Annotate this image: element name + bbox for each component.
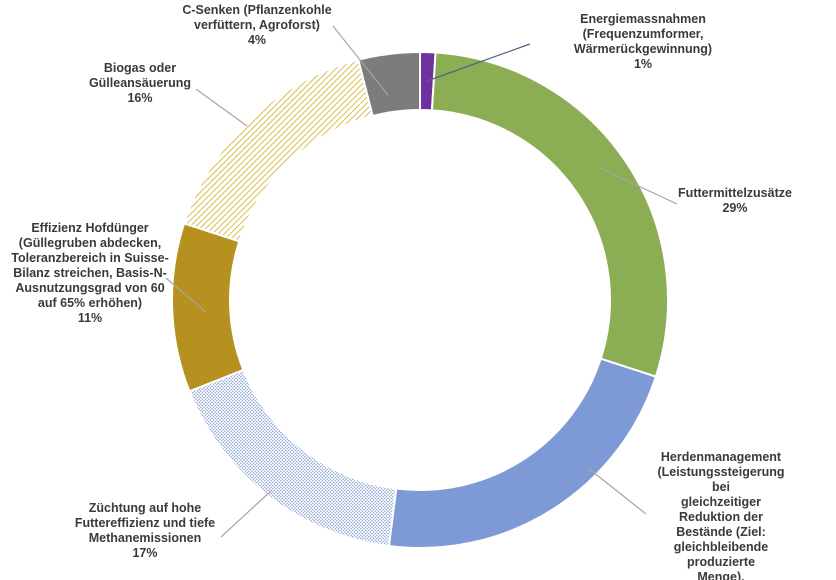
donut-ring <box>171 50 669 549</box>
label-effizienz-hofduenger: Effizienz Hofdünger (Güllegruben abdecke… <box>11 221 169 325</box>
label-energiemassnahmen: Energiemassnahmen (Frequenzumformer, Wär… <box>573 12 713 71</box>
donut-segment-biogas <box>182 58 374 243</box>
leader-energiemassnahmen <box>426 43 531 82</box>
leader-biogas <box>195 88 248 127</box>
label-herdenmanagement: Herdenmanagement (Leistungssteigerung be… <box>657 450 785 580</box>
donut-segment-effizienz-hofduenger <box>171 222 245 393</box>
label-futtermittelzusaetze: Futtermittelzusätze 29% <box>678 186 792 215</box>
label-biogas: Biogas oder Gülleansäuerung 16% <box>88 61 192 105</box>
leader-zuechtung <box>220 489 273 538</box>
leader-futtermittelzusaetze <box>599 167 678 205</box>
donut-segment-herdenmanagement <box>387 357 658 549</box>
donut-segment-zuechtung <box>188 368 398 548</box>
donut-segment-futtermittelzusaetze <box>430 51 669 378</box>
leader-c-senken <box>332 25 389 96</box>
label-zuechtung: Züchtung auf hohe Futtereffizienz und ti… <box>74 501 216 560</box>
leader-effizienz-hofduenger <box>165 277 207 313</box>
leader-herdenmanagement <box>587 467 647 515</box>
label-c-senken: C-Senken (Pflanzenkohle verfüttern, Agro… <box>182 3 332 47</box>
donut-segment-c-senken <box>357 50 421 118</box>
leader-lines <box>165 25 678 538</box>
